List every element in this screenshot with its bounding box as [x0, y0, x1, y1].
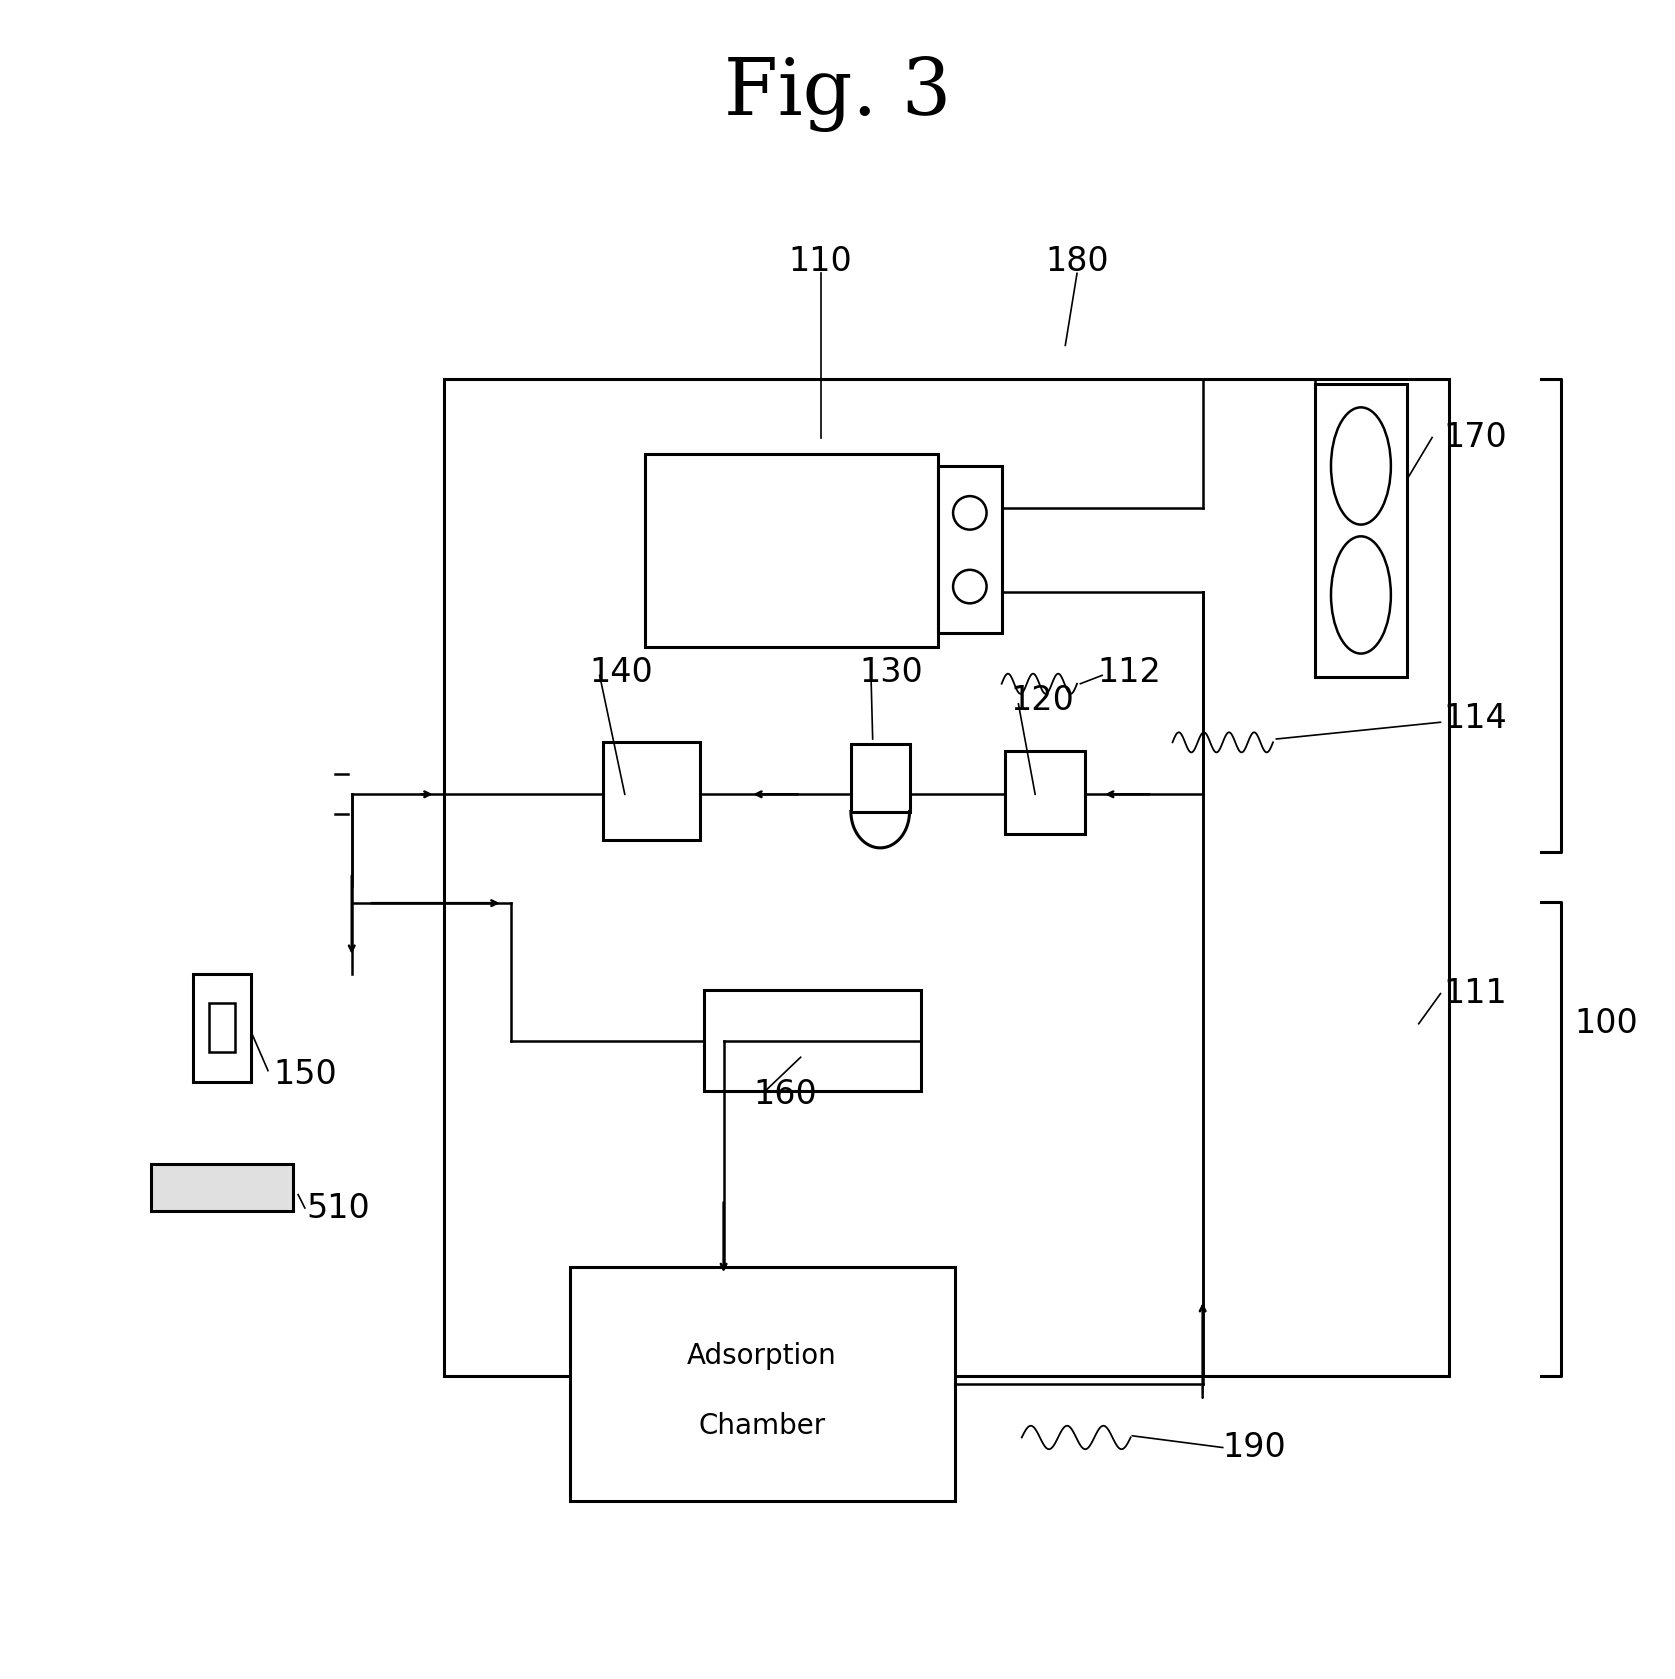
Text: 120: 120	[1010, 683, 1074, 717]
Text: 510: 510	[307, 1192, 370, 1224]
Bar	[444, 379, 1449, 1375]
Bar	[645, 455, 938, 646]
Text: 140: 140	[590, 655, 653, 688]
Text: 170: 170	[1444, 421, 1508, 453]
Bar	[704, 991, 921, 1091]
Bar	[851, 744, 910, 811]
Text: 190: 190	[1223, 1431, 1286, 1464]
Bar	[151, 1165, 293, 1211]
Text: 160: 160	[754, 1078, 817, 1110]
Bar	[570, 1266, 955, 1501]
Text: 180: 180	[1045, 245, 1109, 279]
Bar	[1315, 384, 1407, 677]
Text: 100: 100	[1574, 1007, 1638, 1041]
Text: 114: 114	[1444, 702, 1508, 735]
Bar	[209, 1004, 235, 1053]
Bar	[1005, 751, 1085, 834]
Text: 150: 150	[273, 1058, 337, 1090]
Bar	[193, 974, 251, 1083]
Text: 110: 110	[789, 245, 853, 279]
Bar	[603, 742, 700, 840]
Text: Fig. 3: Fig. 3	[724, 55, 951, 133]
Text: 112: 112	[1097, 655, 1161, 688]
Bar	[938, 467, 1002, 633]
Text: Adsorption: Adsorption	[687, 1342, 838, 1370]
Text: Chamber: Chamber	[698, 1412, 826, 1441]
Text: 130: 130	[859, 655, 923, 688]
Text: 111: 111	[1444, 977, 1508, 1011]
